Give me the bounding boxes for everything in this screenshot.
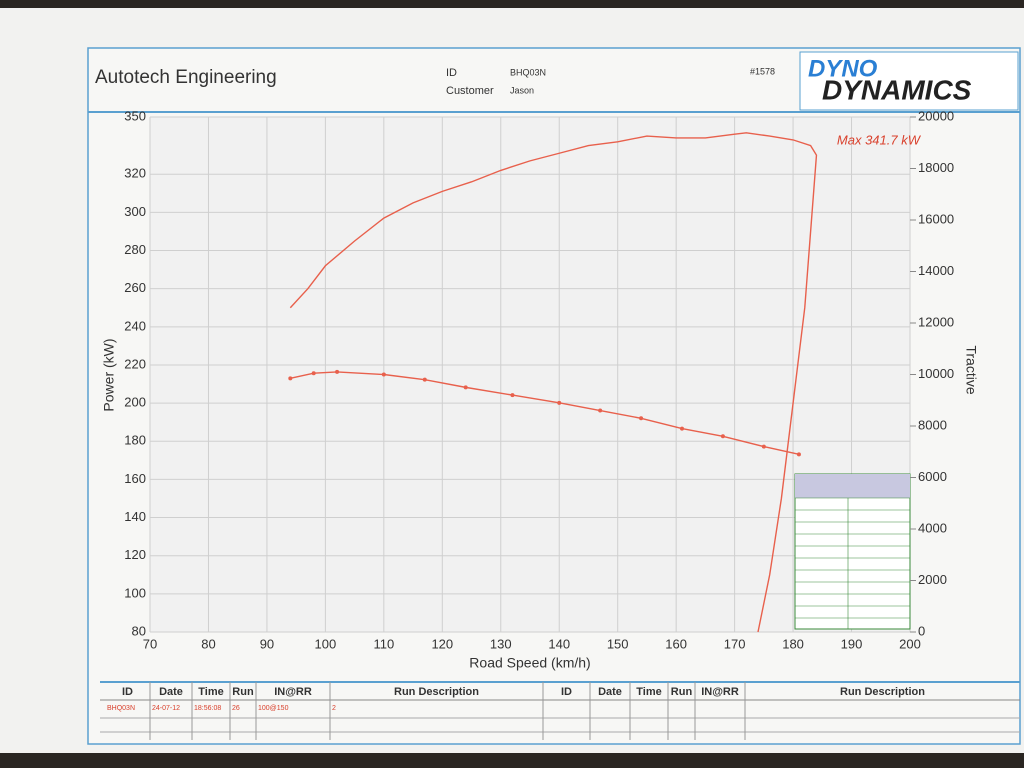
logo-box	[799, 51, 1019, 111]
point	[639, 416, 644, 421]
customer-label: Customer	[446, 85, 494, 97]
id: BHQ03N	[510, 67, 546, 77]
y2-tick-label: 10000	[918, 366, 954, 381]
point	[510, 393, 515, 398]
point	[557, 400, 562, 405]
y2-tick-label: 6000	[918, 469, 947, 484]
point	[288, 376, 293, 381]
x-axis-label: Road Speed (km/h)	[469, 655, 590, 671]
table-header: ID	[122, 686, 133, 698]
x-tick-label: 80	[201, 636, 215, 651]
table-cell: 2	[332, 705, 336, 712]
annotation: Max 341.7 kW	[837, 132, 922, 147]
point	[720, 434, 725, 439]
x-tick-label: 90	[260, 636, 274, 651]
logo-top: DYNO	[808, 55, 878, 82]
id-label: ID	[446, 67, 457, 79]
table-header: IN@RR	[701, 686, 739, 698]
point	[422, 377, 427, 382]
x-tick-label: 140	[548, 636, 570, 651]
table-cell: BHQ03N	[107, 705, 135, 712]
y-tick-label: 100	[124, 585, 146, 600]
y-tick-label: 350	[124, 108, 146, 123]
table-header: ID	[561, 686, 572, 698]
y-axis-label: Power (kW)	[101, 338, 117, 411]
x-tick-label: 170	[724, 636, 746, 651]
point	[463, 385, 468, 390]
table-cell: 26	[232, 705, 240, 712]
table-cell: 18:56:08	[194, 705, 221, 712]
y2-tick-label: 16000	[918, 211, 954, 226]
y2-axis-label: Tractive	[963, 345, 979, 394]
y-tick-label: 260	[124, 280, 146, 295]
y2-tick-label: 14000	[918, 263, 954, 278]
y2-tick-label: 0	[918, 623, 925, 638]
customer: Jason	[510, 85, 534, 95]
table-header: Run	[232, 686, 254, 698]
point	[761, 444, 766, 449]
number: #1578	[750, 66, 775, 76]
point	[381, 372, 386, 377]
x-tick-label: 190	[841, 636, 863, 651]
y-tick-label: 220	[124, 356, 146, 371]
y-tick-label: 240	[124, 318, 146, 333]
table-cell: 24-07-12	[152, 705, 180, 712]
table-header: Time	[636, 686, 661, 698]
table-header: Run	[671, 686, 693, 698]
series-line	[289, 132, 818, 633]
point	[796, 452, 801, 457]
x-tick-label: 180	[782, 636, 804, 651]
y2-tick-label: 18000	[918, 160, 954, 175]
x-tick-label: 70	[143, 636, 157, 651]
y2-tick-label: 20000	[918, 108, 954, 123]
table-header: IN@RR	[274, 686, 312, 698]
y2-tick-label: 2000	[918, 572, 947, 587]
point	[335, 369, 340, 374]
x-tick-label: 130	[490, 636, 512, 651]
company: Autotech Engineering	[95, 67, 277, 88]
table-cell: 100@150	[258, 705, 289, 712]
y-tick-label: 80	[132, 623, 146, 638]
legend-rows	[795, 497, 910, 629]
series-line	[290, 371, 800, 456]
x-tick-label: 100	[315, 636, 337, 651]
table-header: Run Description	[394, 686, 479, 698]
y-tick-label: 200	[124, 395, 146, 410]
y2-tick-label: 8000	[918, 417, 947, 432]
y-tick-label: 180	[124, 433, 146, 448]
point	[598, 408, 603, 413]
table: ID Date Time Run IN@RR Run Description ID Date T…	[100, 681, 1020, 740]
y-tick-label: 160	[124, 471, 146, 486]
x-tick-label: 200	[899, 636, 921, 651]
x-tick-label: 160	[665, 636, 687, 651]
x-tick-label: 150	[607, 636, 629, 651]
table-header: Time	[198, 686, 223, 698]
table-header: Run Description	[840, 686, 925, 698]
point	[680, 426, 684, 431]
y2-tick-label: 4000	[918, 520, 947, 535]
plot-area	[150, 117, 910, 632]
y-tick-label: 280	[124, 242, 146, 257]
y-tick-label: 320	[124, 166, 146, 181]
table-header: Date	[598, 686, 622, 698]
logo-bottom: DYNAMICS	[822, 74, 972, 105]
y-tick-label: 120	[124, 547, 146, 562]
table-header: Date	[159, 686, 183, 698]
legend-head	[795, 474, 910, 498]
x-tick-label: 120	[431, 636, 453, 651]
point	[311, 371, 316, 376]
y-tick-label: 140	[124, 509, 146, 524]
y-tick-label: 300	[124, 204, 146, 219]
y2-tick-label: 12000	[918, 314, 954, 329]
x-tick-label: 110	[373, 636, 394, 651]
